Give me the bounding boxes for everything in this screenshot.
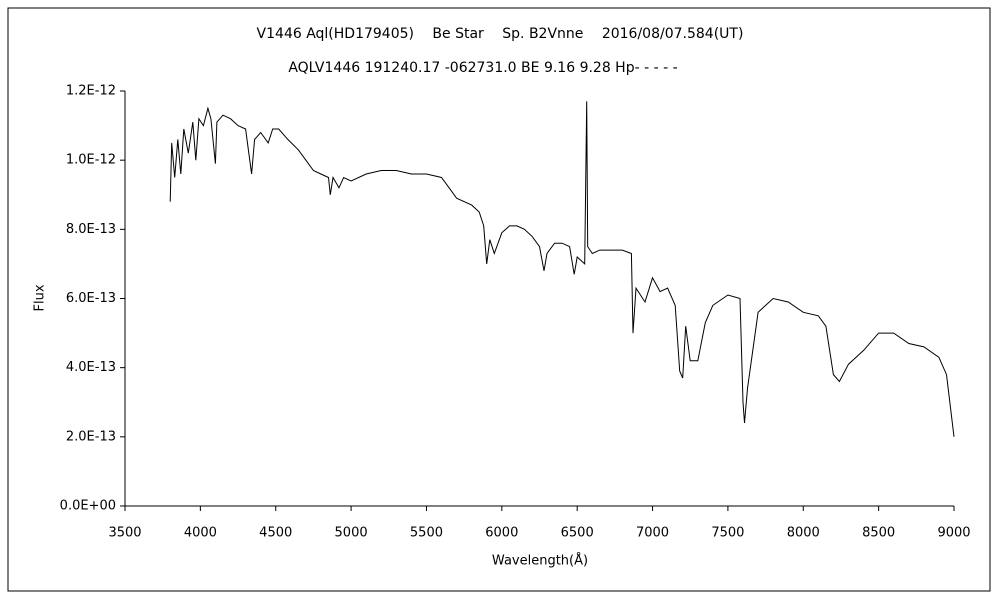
y-tick-label: 6.0E-13 [66,291,116,306]
y-tick-label: 4.0E-13 [66,360,116,375]
x-tick-label: 4000 [184,526,217,541]
x-tick-label: 5000 [335,526,368,541]
y-tick-label: 8.0E-13 [66,222,116,237]
x-tick-label: 7500 [711,526,744,541]
x-tick-label: 9000 [937,526,970,541]
chart-title: V1446 Aql(HD179405) Be Star Sp. B2Vnne 2… [257,26,744,42]
y-tick-label: 1.2E-12 [66,84,116,99]
x-tick-label: 8500 [862,526,895,541]
x-tick-label: 5500 [410,526,443,541]
x-tick-label: 7000 [636,526,669,541]
y-axis-label: Flux [33,284,48,311]
x-tick-label: 3500 [108,526,141,541]
y-tick-label: 2.0E-13 [66,429,116,444]
y-tick-label: 1.0E-12 [66,153,116,168]
x-tick-label: 8000 [787,526,820,541]
x-tick-label: 6000 [485,526,518,541]
x-tick-label: 6500 [561,526,594,541]
chart-subtitle: AQLV1446 191240.17 -062731.0 BE 9.16 9.2… [288,60,677,76]
frame [7,7,991,592]
spectrum-line [169,101,955,437]
y-tick-label: 0.0E+00 [60,499,116,514]
x-tick-label: 4500 [259,526,292,541]
x-axis-label: Wavelength(Å) [492,553,588,569]
